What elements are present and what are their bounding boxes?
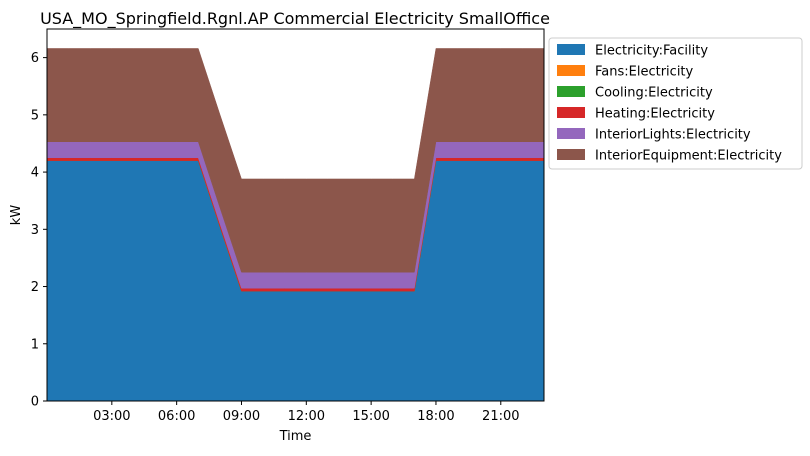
x-tick-label: 18:00 — [417, 409, 454, 424]
legend-label: Fans:Electricity — [595, 65, 694, 80]
x-tick-label: 21:00 — [482, 409, 519, 424]
y-axis: 0 1 2 3 4 5 6 — [31, 51, 47, 410]
legend-swatch — [557, 86, 585, 97]
legend-swatch — [557, 65, 585, 76]
x-axis-label: Time — [279, 429, 312, 444]
y-tick-label: 2 — [31, 280, 39, 295]
legend-swatch — [557, 44, 585, 55]
x-tick-label: 06:00 — [158, 409, 195, 424]
legend-label: Electricity:Facility — [595, 44, 708, 59]
legend-frame — [548, 37, 803, 170]
legend-swatch — [557, 128, 585, 139]
x-tick-label: 12:00 — [288, 409, 325, 424]
y-tick-label: 6 — [31, 51, 39, 66]
y-tick-label: 1 — [31, 337, 39, 352]
y-tick-label: 3 — [31, 223, 39, 238]
legend-label: Heating:Electricity — [595, 107, 715, 122]
x-tick-label: 03:00 — [93, 409, 130, 424]
y-axis-label: kW — [9, 205, 24, 226]
x-tick-label: 15:00 — [352, 409, 389, 424]
chart-title: USA_MO_Springfield.Rgnl.AP Commercial El… — [40, 9, 550, 29]
legend-label: InteriorEquipment:Electricity — [595, 149, 782, 164]
plot-frame — [46, 28, 545, 402]
legend-swatch — [557, 107, 585, 118]
y-tick-label: 5 — [31, 108, 39, 123]
y-tick-label: 0 — [31, 395, 39, 410]
area-layers — [46, 48, 545, 402]
x-axis: 03:00 06:00 09:00 12:00 15:00 18:00 21:00 — [93, 401, 520, 424]
x-tick-label: 09:00 — [223, 409, 260, 424]
legend-label: Cooling:Electricity — [595, 86, 713, 101]
legend-label: InteriorLights:Electricity — [595, 128, 751, 143]
y-tick-label: 4 — [31, 166, 39, 181]
legend-swatch — [557, 149, 585, 160]
legend: Electricity:Facility Fans:Electricity Cool… — [548, 37, 803, 170]
